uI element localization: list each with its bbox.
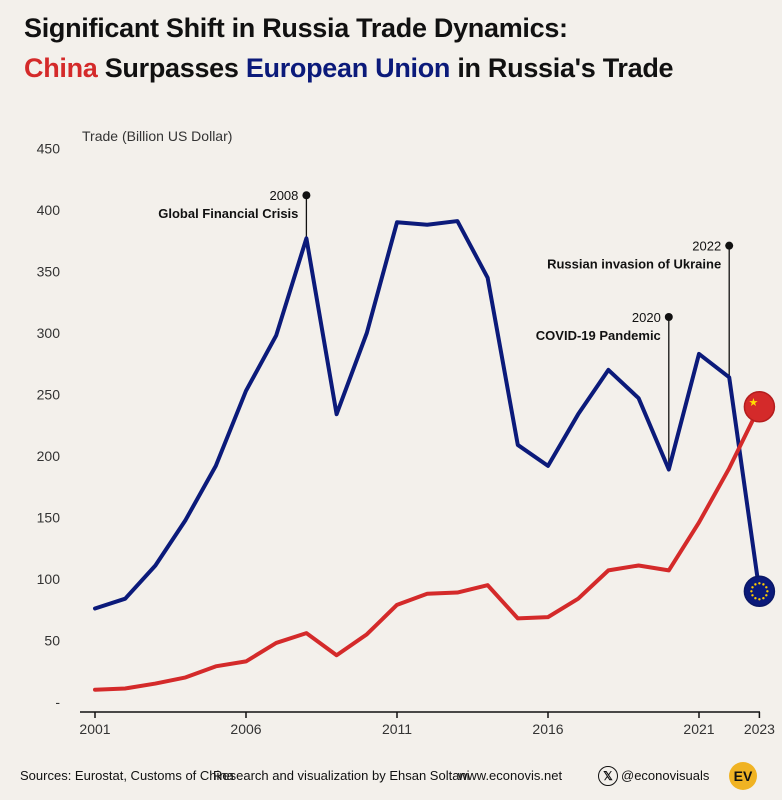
x-tick-label: 2021 — [683, 721, 714, 737]
y-tick-label: 100 — [37, 571, 61, 587]
y-tick-label: 200 — [37, 448, 61, 464]
y-tick-label: 350 — [37, 264, 61, 280]
y-tick-label: 50 — [44, 633, 60, 649]
eu-flag-star-icon — [762, 583, 765, 586]
eu-flag-star-icon — [751, 586, 754, 589]
y-tick-label: 300 — [37, 325, 61, 341]
eu-flag-icon — [743, 575, 776, 608]
annotation-dot — [725, 241, 734, 250]
y-tick-label: - — [55, 694, 60, 710]
y-tick-label: 250 — [37, 387, 61, 403]
annotation-year: 2020 — [632, 310, 661, 325]
title-surpasses: Surpasses — [97, 53, 246, 83]
x-tick-label: 2006 — [230, 721, 261, 737]
eu-flag-star-icon — [765, 586, 768, 589]
eu-flag-star-icon — [766, 590, 769, 593]
eu-flag-star-icon — [765, 594, 768, 597]
annotation-label: COVID-19 Pandemic — [536, 328, 661, 343]
china-flag-icon — [743, 391, 776, 423]
eu-flag-star-icon — [751, 594, 754, 597]
line-chart: Trade (Billion US Dollar) - 50 100 150 200 250… — [37, 128, 776, 737]
annotation-label: Russian invasion of Ukraine — [547, 257, 721, 272]
eu-flag-star-icon — [758, 582, 761, 585]
eu-flag-star-icon — [762, 597, 765, 600]
y-tick-label: 400 — [37, 202, 61, 218]
eu-series-line — [93, 219, 762, 611]
eu-flag-star-icon — [750, 590, 753, 593]
footer-credit: Research and visualization by Ehsan Solt… — [213, 768, 470, 783]
x-tick-label: 2011 — [382, 721, 412, 737]
title-china: China — [24, 53, 98, 83]
title-line-1: Significant Shift in Russia Trade Dynami… — [24, 13, 568, 43]
title-line-2: China Surpasses European Union in Russia… — [24, 48, 674, 88]
y-tick-label: 150 — [37, 510, 61, 526]
eu-flag-star-icon — [754, 583, 757, 586]
econovis-logo-icon: EV — [729, 762, 757, 790]
footer-handle[interactable]: @econovisuals — [621, 768, 710, 783]
title-eu: European Union — [245, 53, 451, 83]
title-suffix: in Russia's Trade — [450, 53, 674, 83]
footer-sources: Sources: Eurostat, Customs of China — [20, 768, 234, 783]
annotation-year: 2022 — [692, 239, 721, 254]
footer-website[interactable]: www.econovis.net — [458, 768, 563, 783]
x-tick-label: 2001 — [79, 721, 110, 737]
y-axis-title: Trade (Billion US Dollar) — [82, 128, 232, 144]
annotation-dot — [302, 191, 311, 200]
footer: Sources: Eurostat, Customs of China Rese… — [0, 762, 782, 792]
annotation-dot — [664, 313, 673, 322]
y-tick-label: 450 — [37, 141, 61, 157]
annotation-year: 2008 — [269, 188, 298, 203]
annotation-label: Global Financial Crisis — [158, 206, 298, 221]
eu-flag-star-icon — [754, 597, 757, 600]
x-tick-label: 2016 — [532, 721, 563, 737]
eu-flag-star-icon — [758, 598, 761, 601]
china-series-line — [93, 404, 762, 692]
china-flag-star-icon: ★ — [748, 397, 758, 409]
x-logo-icon: 𝕏 — [598, 766, 618, 786]
x-tick-label: 2023 — [744, 721, 775, 737]
chart-title: Significant Shift in Russia Trade Dynami… — [24, 8, 674, 88]
